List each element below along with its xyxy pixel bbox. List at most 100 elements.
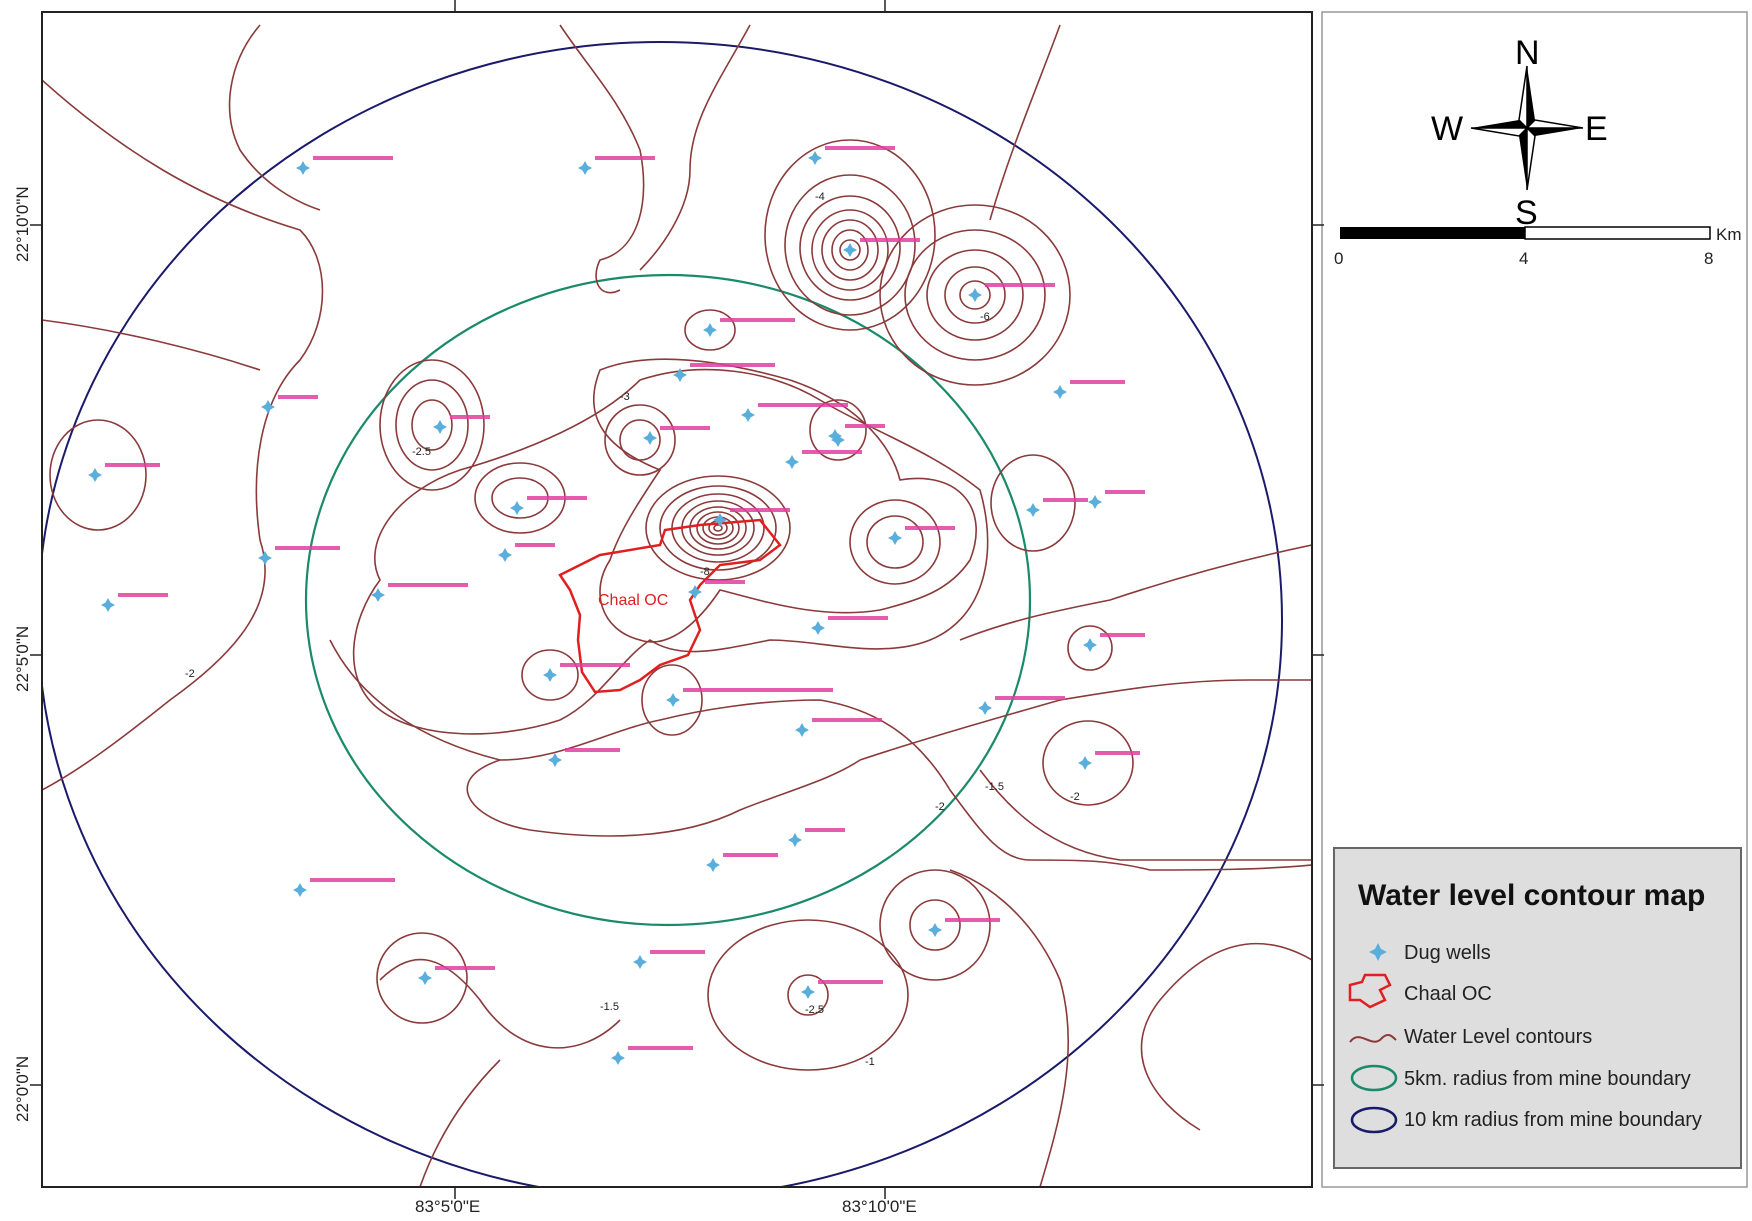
well-name-label — [720, 318, 795, 322]
compass-west: W — [1431, 110, 1463, 148]
well-name-label — [828, 616, 888, 620]
dug-well-marker — [706, 858, 720, 872]
legend-item-label: Chaal OC — [1404, 983, 1492, 1005]
dug-well-marker — [643, 431, 657, 445]
chaal-oc-boundary — [558, 518, 782, 694]
dug-well-marker — [831, 433, 845, 447]
well-name-label — [705, 580, 745, 584]
dug-well-marker — [293, 883, 307, 897]
contour-label: -1.5 — [985, 781, 1004, 793]
well-name-label — [860, 238, 920, 242]
well-name-label — [805, 828, 845, 832]
well-name-label — [723, 853, 778, 857]
scale-tick-8: 8 — [1704, 249, 1713, 268]
well-name-label — [560, 663, 630, 667]
scale-tick-0: 0 — [1334, 249, 1343, 268]
latitude-label-2: 22°5'0"N — [13, 626, 32, 692]
mine-boundary-icon — [1348, 973, 1392, 1009]
contour-label: -2 — [935, 801, 945, 813]
contour-label: -1 — [865, 1056, 875, 1068]
dug-well-marker — [811, 621, 825, 635]
dug-well-marker — [633, 955, 647, 969]
latitude-label-3: 22°0'0"N — [13, 1056, 32, 1122]
legend-box — [1333, 847, 1742, 1169]
longitude-label-2: 83°10'0"E — [842, 1197, 917, 1216]
dug-well-marker — [828, 429, 842, 443]
well-name-label — [105, 463, 160, 467]
well-name-label — [278, 395, 318, 399]
dug-well-marker — [1083, 638, 1097, 652]
green-circle-icon — [1350, 1064, 1398, 1092]
scale-bar: 0 4 8 Km — [1334, 225, 1742, 268]
dug-well-marker — [673, 368, 687, 382]
well-name-label — [515, 543, 555, 547]
dug-well-marker — [713, 513, 727, 527]
well-name-label — [650, 950, 705, 954]
contour-line-icon — [1349, 1033, 1397, 1043]
well-name-label — [1070, 380, 1125, 384]
dug-well-marker — [611, 1051, 625, 1065]
well-name-label — [730, 508, 790, 512]
compass-north: N — [1515, 34, 1540, 72]
legend: Water level contour map Dug wells Chaal … — [1333, 847, 1742, 1169]
dug-well-marker — [808, 151, 822, 165]
dug-well-marker — [498, 548, 512, 562]
well-name-label — [388, 583, 468, 587]
well-name-label — [527, 496, 587, 500]
well-name-label — [812, 718, 882, 722]
dug-well-marker — [296, 161, 310, 175]
frame-ticks — [30, 0, 1324, 1199]
dug-well-marker — [888, 531, 902, 545]
dug-well-marker — [543, 668, 557, 682]
contour-label: -1.5 — [600, 1001, 619, 1013]
dug-well-marker — [968, 288, 982, 302]
well-name-label — [565, 748, 620, 752]
dug-well-marker — [843, 243, 857, 257]
contour-label: -8 — [700, 566, 710, 578]
dug-well-marker — [928, 923, 942, 937]
well-name-label — [758, 403, 848, 407]
legend-title: Water level contour map — [1358, 879, 1705, 912]
dug-well-marker — [741, 408, 755, 422]
dug-well-marker — [1078, 756, 1092, 770]
legend-item-label: Water Level contours — [1404, 1026, 1592, 1048]
blue-circle-icon — [1350, 1106, 1398, 1134]
well-name-label — [683, 688, 833, 692]
compass-south: S — [1515, 194, 1538, 232]
contour-value-labels: -2 -2.5 -1.5 -3 -4 -6 -8 -1 -2 -1.5 -2.5… — [185, 191, 1080, 1068]
dug-well-marker — [1026, 503, 1040, 517]
dug-well-marker — [578, 161, 592, 175]
dug-well-marker — [1053, 385, 1067, 399]
mine-label: Chaal OC — [598, 592, 668, 609]
dug-well-marker — [510, 501, 524, 515]
dug-well-marker — [666, 693, 680, 707]
well-name-label — [118, 593, 168, 597]
contour-label: -2 — [1070, 791, 1080, 803]
dug-well-marker — [703, 323, 717, 337]
well-name-label — [945, 918, 1000, 922]
longitude-label-1: 83°5'0"E — [415, 1197, 480, 1216]
contour-label: -4 — [815, 191, 825, 203]
dug-well-marker — [795, 723, 809, 737]
contour-label: -2.5 — [805, 1004, 824, 1016]
dug-well-marker — [801, 985, 815, 999]
dug-well-marker — [788, 833, 802, 847]
well-name-label — [818, 980, 883, 984]
scale-tick-4: 4 — [1519, 249, 1528, 268]
scale-unit: Km — [1716, 225, 1742, 244]
dug-well-marker — [261, 400, 275, 414]
dug-well-marker — [978, 701, 992, 715]
well-name-label — [690, 363, 775, 367]
legend-item-label: Dug wells — [1404, 942, 1491, 964]
map-frame — [41, 11, 1313, 1188]
dug-well-icon — [1369, 943, 1387, 961]
well-name-label — [985, 283, 1055, 287]
well-name-label — [1043, 498, 1088, 502]
compass-east: E — [1585, 110, 1608, 148]
latitude-label-1: 22°10'0"N — [13, 186, 32, 262]
dug-well-marker — [371, 588, 385, 602]
contour-label: -6 — [980, 311, 990, 323]
ten-km-radius-circle — [43, 41, 1283, 1186]
dug-well-marker — [548, 753, 562, 767]
